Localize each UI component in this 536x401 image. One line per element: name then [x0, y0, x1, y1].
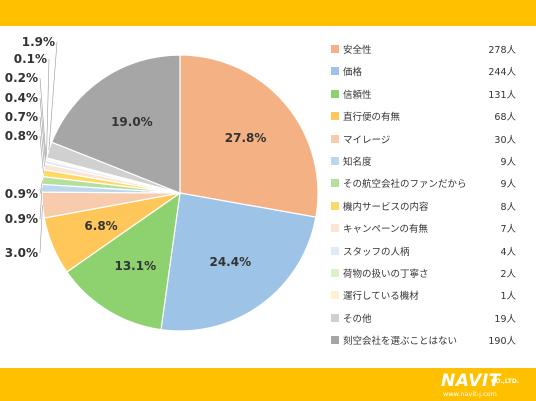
slice-outer-label: 0.4% — [5, 91, 38, 105]
legend-count: 278人 — [488, 45, 516, 56]
chart-legend: 安全性 278人価格 244人信頼性 131人直行便の有無 68人マイレージ 30人知名度… — [330, 40, 530, 353]
leader-line — [39, 180, 43, 195]
legend-count: 7人 — [500, 224, 516, 236]
legend-item: 機内サービスの内容 8人 — [330, 197, 530, 219]
legend-swatch — [331, 179, 339, 188]
legend-swatch — [331, 291, 339, 300]
legend-count: 244人 — [488, 67, 516, 79]
legend-label: その他 — [343, 313, 372, 325]
legend-swatch — [331, 45, 339, 53]
legend-count: 68人 — [494, 112, 516, 124]
legend-count: 8人 — [500, 201, 516, 213]
slice-outer-label: 0.9% — [5, 212, 38, 226]
legend-item: スタッフの人柄 4人 — [330, 242, 530, 264]
legend-label: 安全性 — [343, 45, 372, 56]
legend-label: スタッフの人柄 — [343, 246, 410, 258]
leader-line — [39, 116, 45, 167]
logo-main-text: NAVIT — [441, 371, 501, 391]
slice-outer-label: 0.8% — [5, 129, 38, 143]
legend-swatch — [331, 313, 339, 322]
leader-line — [39, 205, 43, 254]
legend-item: 価格 244人 — [330, 62, 530, 84]
legend-item: 知名度 9人 — [330, 152, 530, 174]
legend-swatch — [331, 336, 339, 345]
pie-slice — [66, 191, 181, 331]
legend-swatch — [331, 112, 339, 121]
pie-slice — [179, 54, 319, 218]
leader-line — [46, 58, 50, 159]
bottom-accent-bar — [0, 368, 536, 401]
slice-outer-label: 3.0% — [5, 246, 38, 260]
legend-count: 30人 — [494, 134, 516, 146]
legend-label: 直行便の有無 — [343, 112, 401, 124]
slice-percent-label: 19.0% — [111, 115, 153, 129]
legend-swatch — [331, 246, 339, 255]
top-accent-bar — [0, 0, 536, 26]
legend-label: 機内サービスの内容 — [343, 201, 429, 213]
legend-item: 信頼性 131人 — [330, 85, 530, 107]
logo-url-text: www.navit-j.com — [443, 390, 497, 398]
leader-line — [39, 135, 44, 174]
pie-slice — [160, 192, 317, 332]
legend-item: その他 19人 — [330, 309, 530, 331]
slice-percent-label: 13.1% — [114, 259, 156, 273]
legend-count: 4人 — [500, 246, 516, 258]
legend-item: 運行している機材 1人 — [330, 286, 530, 308]
legend-label: 刻空会社を選ぶことはない — [343, 336, 458, 348]
legend-count: 2人 — [500, 268, 516, 280]
slice-percent-label: 27.8% — [225, 131, 267, 145]
legend-item: 刻空会社を選ぶことはない 190人 — [330, 331, 530, 353]
slice-percent-label: 24.4% — [209, 255, 251, 269]
navit-logo: NAVIT CO.,LTD. www.navit-j.com — [441, 371, 531, 399]
legend-item: 安全性 278人 — [330, 40, 530, 62]
legend-label: 運行している機材 — [343, 291, 419, 303]
legend-count: 19人 — [494, 313, 516, 325]
slice-outer-label: 0.1% — [14, 52, 47, 66]
legend-swatch — [331, 201, 339, 210]
legend-swatch — [331, 134, 339, 143]
slice-outer-label: 1.9% — [22, 35, 55, 49]
legend-label: その航空会社のファンだから — [343, 179, 467, 191]
slice-outer-label: 0.2% — [5, 71, 38, 85]
legend-swatch — [331, 156, 339, 165]
leader-line — [39, 188, 43, 220]
legend-label: キャンペーンの有無 — [343, 224, 429, 236]
logo-suffix-text: CO.,LTD. — [491, 378, 520, 385]
legend-count: 190人 — [488, 336, 516, 348]
legend-count: 9人 — [500, 156, 516, 168]
legend-count: 131人 — [488, 89, 516, 101]
legend-item: マイレージ 30人 — [330, 130, 530, 152]
slice-outer-label: 0.7% — [5, 110, 38, 124]
legend-label: 知名度 — [343, 156, 372, 168]
legend-count: 1人 — [500, 291, 516, 303]
pie-slice — [50, 54, 181, 194]
legend-item: 直行便の有無 68人 — [330, 107, 530, 129]
slice-outer-label: 0.9% — [5, 187, 38, 201]
legend-swatch — [331, 89, 339, 98]
legend-label: マイレージ — [343, 134, 391, 146]
legend-label: 荷物の扱いの丁寧さ — [343, 268, 429, 280]
leader-line — [39, 77, 47, 160]
legend-swatch — [331, 67, 339, 76]
legend-swatch — [331, 268, 339, 277]
legend-item: 荷物の扱いの丁寧さ 2人 — [330, 264, 530, 286]
legend-item: キャンペーンの有無 7人 — [330, 219, 530, 241]
legend-swatch — [331, 224, 339, 233]
slice-percent-label: 6.8% — [84, 219, 117, 233]
leader-line — [39, 97, 46, 163]
leader-line — [48, 41, 58, 150]
legend-label: 価格 — [343, 67, 363, 79]
legend-item: その航空会社のファンだから 9人 — [330, 174, 530, 196]
legend-label: 信頼性 — [343, 89, 372, 101]
legend-count: 9人 — [500, 179, 516, 191]
